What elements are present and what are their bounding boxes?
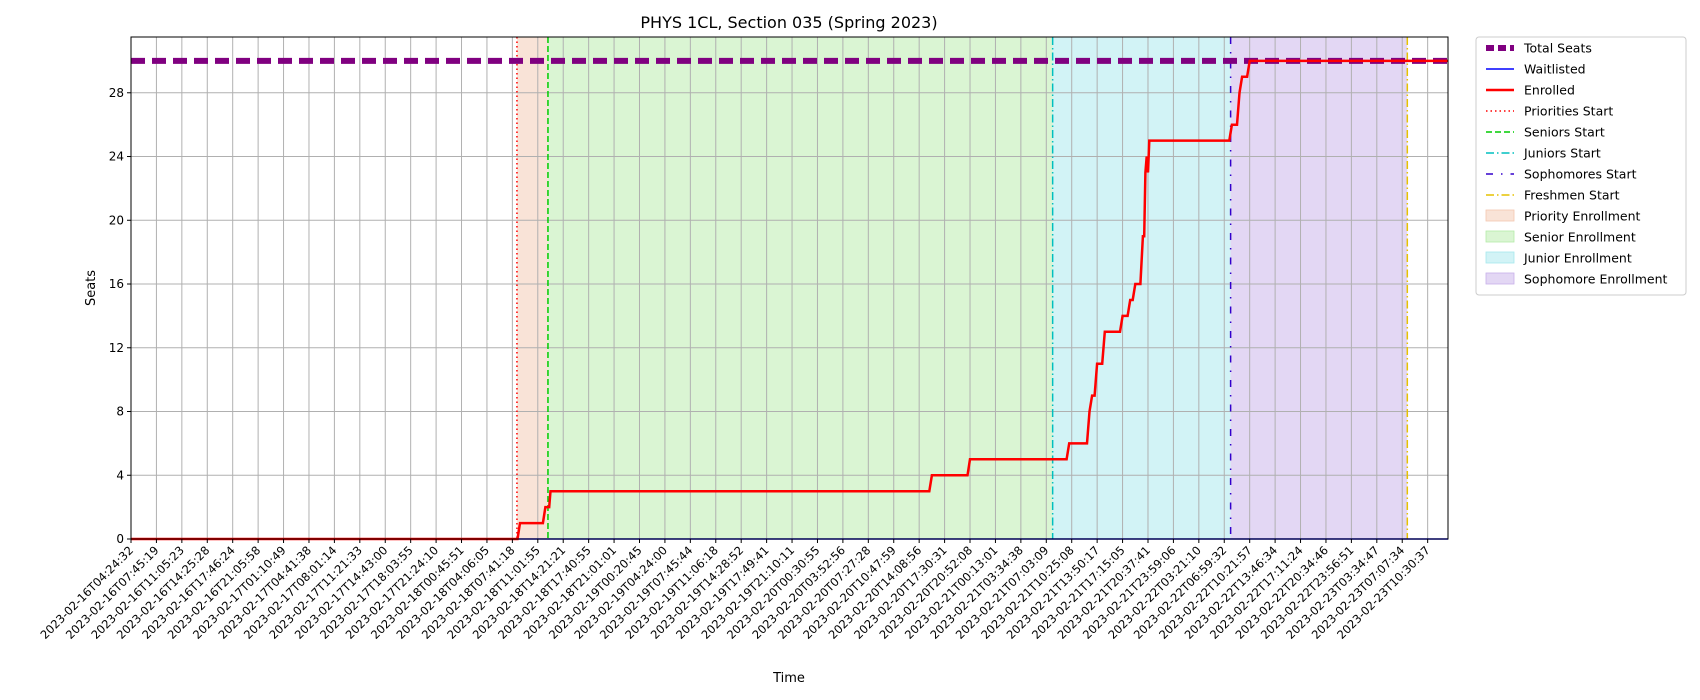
x-axis-ticks: 2023-02-16T04:24:322023-02-16T07:45:1920…: [37, 539, 1433, 642]
region-senior-enrollment: [547, 37, 1053, 539]
legend-label-sophomores-start: Sophomores Start: [1524, 167, 1637, 182]
plot-frame: [130, 36, 1449, 540]
legend-label-sophomore-enrollment: Sophomore Enrollment: [1524, 272, 1668, 287]
legend-label-junior-enrollment: Junior Enrollment: [1523, 251, 1632, 266]
legend-label-seniors-start: Seniors Start: [1524, 125, 1605, 140]
legend-frame: [1475, 36, 1687, 296]
y-tick-label: 24: [109, 150, 124, 164]
legend-label-senior-enrollment: Senior Enrollment: [1524, 230, 1636, 245]
y-tick-label: 4: [116, 468, 124, 482]
region-sophomore-enrollment: [1230, 37, 1408, 539]
legend-label-total-seats: Total Seats: [1523, 41, 1592, 56]
legend-label-juniors-start: Juniors Start: [1523, 146, 1601, 161]
grid: [130, 37, 1448, 540]
y-axis-ticks: 0 4 8 12 16 20 24 28: [109, 86, 131, 546]
region-junior-enrollment: [1052, 37, 1231, 539]
enrollment-regions: [516, 37, 1408, 539]
legend-label-enrolled: Enrolled: [1524, 83, 1575, 98]
y-tick-label: 8: [116, 405, 124, 419]
chart-title: PHYS 1CL, Section 035 (Spring 2023): [640, 13, 937, 32]
y-tick-label: 0: [116, 532, 124, 546]
legend-swatch-senior-enrollment: [1485, 230, 1515, 243]
legend-swatch-priority-enrollment: [1485, 209, 1515, 222]
y-tick-label: 12: [109, 341, 124, 355]
legend: Total Seats Waitlisted Enrolled Priorities …: [1475, 36, 1687, 296]
y-tick-label: 16: [109, 277, 124, 291]
y-tick-label: 28: [109, 86, 124, 100]
legend-label-waitlisted: Waitlisted: [1524, 62, 1586, 77]
legend-label-freshmen-start: Freshmen Start: [1524, 188, 1620, 203]
start-lines: [516, 37, 1409, 539]
legend-swatch-sophomore-enrollment: [1485, 272, 1515, 285]
x-axis-label: Time: [772, 671, 805, 686]
legend-label-priority-enrollment: Priority Enrollment: [1524, 209, 1641, 224]
y-axis-label: Seats: [84, 270, 99, 306]
region-priority-enrollment: [516, 37, 548, 539]
series-enrolled: [131, 59, 1448, 541]
legend-label-priorities-start: Priorities Start: [1524, 104, 1613, 119]
y-tick-label: 20: [109, 213, 124, 227]
legend-swatch-junior-enrollment: [1485, 251, 1515, 264]
